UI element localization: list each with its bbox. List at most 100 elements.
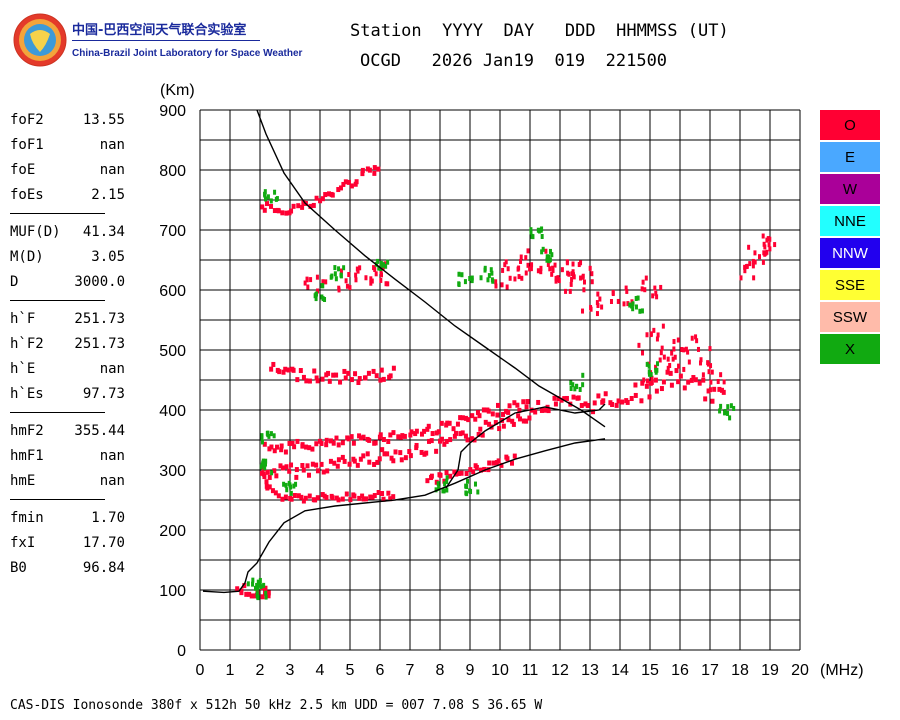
trace-point-o (451, 426, 456, 432)
trace-point-o (287, 468, 292, 474)
trace-point-x (636, 295, 640, 301)
trace-point-o (376, 490, 381, 496)
trace-point-x (457, 281, 461, 287)
trace-point-o (265, 201, 270, 207)
trace-point-o (539, 269, 543, 275)
trace-point-o (267, 474, 272, 480)
trace-point-o (286, 367, 291, 373)
polarization-legend: O E W NNE NNW SSE SSW X (820, 110, 880, 366)
trace-point-o (343, 179, 348, 185)
trace-point-o (654, 290, 658, 296)
trace-point-x (294, 481, 298, 487)
trace-point-o (669, 382, 674, 388)
trace-point-o (315, 378, 320, 384)
trace-point-x (483, 265, 487, 271)
trace-point-o (277, 369, 282, 375)
trace-point-o (622, 301, 626, 307)
trace-point-o (671, 356, 675, 362)
trace-point-o (323, 192, 328, 198)
trace-point-o (314, 375, 319, 381)
trace-point-o (644, 275, 648, 281)
trace-point-o (310, 446, 315, 452)
param-value: 97.73 (82, 386, 125, 402)
trace-point-o (452, 433, 457, 439)
trace-point-o (582, 287, 586, 293)
param-value: 13.55 (82, 112, 125, 128)
trace-point-o (677, 363, 681, 369)
trace-point-o (564, 395, 569, 401)
legend-item-nne: NNE (820, 206, 880, 236)
trace-point-o (710, 369, 714, 375)
trace-point-o (301, 467, 306, 473)
trace-point-x (536, 227, 540, 233)
trace-point-o (349, 183, 354, 189)
trace-point-x (264, 590, 268, 596)
trace-point-x (254, 585, 257, 591)
trace-point-o (536, 268, 540, 274)
trace-point-o (495, 412, 500, 418)
y-tick-label: 500 (159, 343, 186, 360)
y-tick-label: 700 (159, 223, 186, 240)
trace-point-o (381, 437, 386, 443)
trace-point-o (670, 350, 674, 356)
trace-point-o (273, 490, 278, 496)
trace-point-x (445, 475, 449, 481)
trace-point-o (684, 346, 688, 352)
param-label: h`F (10, 311, 36, 327)
trace-point-o (361, 434, 366, 440)
trace-point-o (265, 469, 270, 475)
trace-point-x (640, 308, 644, 314)
trace-point-o (721, 389, 726, 395)
trace-point-o (528, 266, 532, 272)
trace-point-o (655, 336, 659, 342)
trace-point-o (371, 368, 376, 374)
trace-point-o (624, 285, 628, 291)
trace-point-o (448, 437, 453, 443)
trace-point-o (280, 465, 285, 471)
trace-point-o (648, 380, 653, 386)
trace-point-o (378, 432, 383, 438)
trace-point-o (463, 415, 468, 421)
trace-point-o (722, 379, 726, 385)
trace-point-o (365, 451, 370, 457)
trace-point-o (331, 372, 336, 378)
trace-point-o (761, 233, 765, 239)
trace-point-o (616, 298, 620, 304)
trace-point-o (375, 459, 380, 465)
trace-point-o (650, 379, 654, 385)
trace-point-o (486, 467, 491, 473)
trace-point-o (567, 271, 571, 277)
trace-point-o (626, 301, 630, 307)
trace-point-o (289, 208, 294, 214)
ionogram-chart: 0 1 2 3 4 5 6 7 8 9 10 11 12 13 14 15 16 17 18 19 2001002003… (159, 82, 863, 679)
trace-point-o (611, 291, 615, 297)
trace-point-o (595, 300, 599, 306)
trace-point-o (280, 496, 285, 502)
trace-point-o (448, 473, 453, 479)
trace-point-o (320, 196, 325, 202)
trace-point-x (581, 382, 585, 388)
trace-point-o (367, 167, 372, 173)
trace-point-o (249, 593, 254, 599)
trace-point-o (414, 428, 419, 434)
trace-point-o (674, 368, 679, 374)
trace-point-x (647, 371, 651, 377)
trace-point-o (386, 281, 390, 287)
trace-point-o (665, 369, 670, 375)
trace-point-o (340, 496, 345, 502)
trace-point-o (356, 379, 361, 385)
trace-point-o (710, 398, 715, 404)
trace-point-o (706, 388, 711, 394)
trace-point-o (583, 401, 588, 407)
trace-point-o (403, 455, 408, 461)
trace-point-o (354, 272, 358, 278)
trace-point-o (676, 379, 681, 385)
trace-point-o (676, 337, 680, 343)
trace-point-o (753, 250, 757, 256)
trace-point-o (343, 375, 348, 381)
trace-point-o (773, 242, 777, 248)
param-value: 41.34 (82, 224, 125, 240)
trace-point-o (341, 181, 346, 187)
trace-point-o (334, 435, 339, 441)
trace-point-o (642, 377, 646, 383)
